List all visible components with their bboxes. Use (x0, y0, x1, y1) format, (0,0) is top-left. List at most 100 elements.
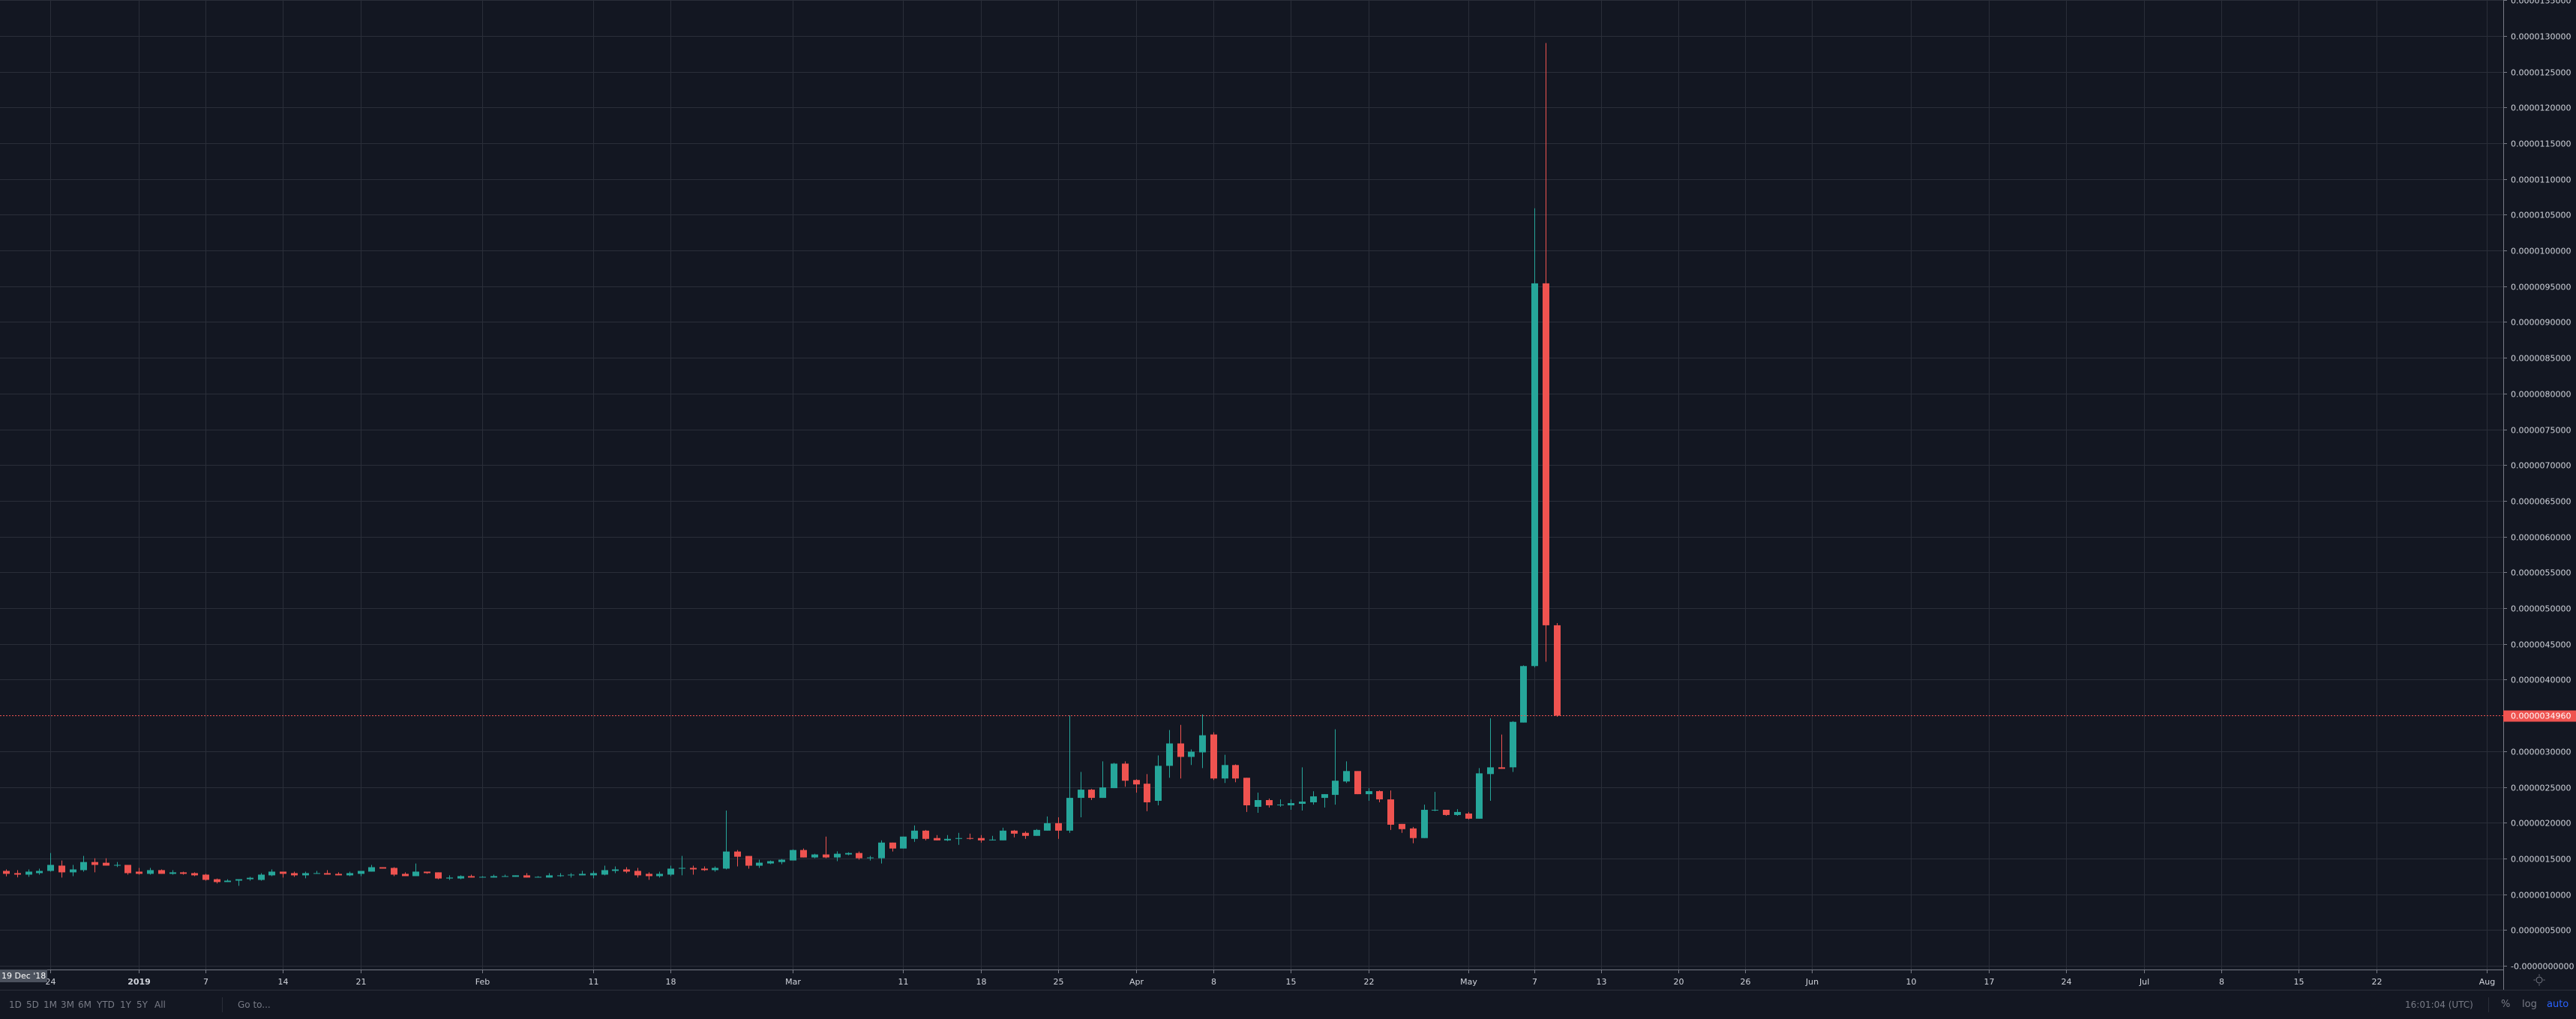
candle (1554, 623, 1561, 718)
candle-body (734, 851, 741, 857)
candle-body (258, 874, 265, 880)
candle-body (302, 873, 309, 876)
candle-body (1432, 810, 1438, 811)
candle-body (989, 839, 996, 841)
candle-body (834, 853, 841, 858)
candle (268, 869, 275, 877)
candle (690, 865, 697, 875)
clock[interactable]: 16:01:04 (UTC) (2405, 1000, 2473, 1010)
candle-body (1454, 811, 1461, 815)
candle (856, 851, 862, 860)
candle-body (1531, 283, 1538, 667)
candle (723, 810, 730, 870)
candle-body (1088, 790, 1095, 799)
time-tick-label: 11 (588, 977, 599, 987)
candle (368, 865, 375, 872)
range-button-3m[interactable]: 3M (61, 1000, 74, 1010)
price-tick-label: 0.0000045000 (2511, 640, 2572, 649)
auto-toggle[interactable]: auto (2547, 999, 2569, 1010)
price-tick-label: 0.0000075000 (2511, 425, 2572, 435)
candle-body (1465, 813, 1472, 819)
time-tick-label: 21 (355, 977, 367, 987)
candle-body (845, 853, 852, 855)
range-button-5y[interactable]: 5Y (136, 1000, 148, 1010)
range-button-6m[interactable]: 6M (78, 1000, 91, 1010)
candle-body (623, 869, 630, 872)
candle-body (723, 851, 730, 869)
candle-body (856, 853, 862, 859)
candle (878, 840, 885, 864)
candle (1288, 799, 1294, 811)
candle (955, 832, 962, 845)
candle-body (922, 830, 929, 839)
candle-body (346, 873, 353, 876)
goto-button[interactable]: Go to... (238, 1000, 271, 1010)
candle-body (878, 842, 885, 859)
candle-body (745, 856, 752, 866)
candle-body (1310, 796, 1317, 803)
candle (1111, 763, 1117, 789)
candle (823, 836, 829, 859)
candle (756, 859, 763, 868)
toolbar-divider (222, 997, 223, 1012)
candle-body (58, 865, 65, 873)
log-toggle[interactable]: log (2522, 999, 2537, 1010)
candle-body (656, 874, 663, 877)
candle (114, 862, 121, 868)
candle-body (701, 868, 708, 871)
candle (58, 860, 65, 878)
candle-body (823, 854, 829, 858)
time-tick-label: Aug (2479, 977, 2496, 987)
candle (1022, 831, 1029, 839)
candle-body (136, 871, 142, 874)
candle (358, 871, 364, 877)
price-tick-label: -0.0000000000 (2511, 961, 2575, 971)
time-tick-label: 24 (45, 977, 56, 987)
candle (646, 872, 652, 880)
candle (1166, 730, 1173, 778)
candle (778, 859, 785, 865)
candle-body (1188, 751, 1195, 757)
candles (3, 43, 1561, 886)
range-button-ytd[interactable]: YTD (97, 1000, 115, 1010)
candle (712, 866, 718, 872)
candle (335, 872, 342, 876)
candle-body (512, 875, 519, 877)
candle (412, 863, 419, 877)
bottom-toolbar: 1D 5D 1M 3M 6M YTD 1Y 5Y All Go to... 16:01:04 (… (0, 990, 2576, 1019)
candle (1099, 761, 1106, 799)
grid (0, 0, 2507, 973)
time-tick-label: 26 (1740, 977, 1751, 987)
sun-icon[interactable] (2533, 974, 2545, 986)
candle (1122, 761, 1129, 787)
time-tick-label: 7 (1532, 977, 1537, 987)
crosshair-date-label: 19 Dec '18 (0, 970, 48, 982)
price-chart[interactable] (0, 0, 2576, 990)
candle-body (402, 874, 409, 877)
candle-body (978, 838, 985, 841)
candle-body (169, 872, 176, 874)
candle (1520, 665, 1527, 723)
price-tick-label: 0.0000040000 (2511, 675, 2572, 685)
candle-body (1066, 798, 1073, 831)
price-tick-label: 0.0000020000 (2511, 818, 2572, 828)
percent-toggle[interactable]: % (2501, 999, 2511, 1010)
range-button-all[interactable]: All (154, 1000, 166, 1010)
range-button-1d[interactable]: 1D (9, 1000, 22, 1010)
candle (136, 868, 142, 875)
candle-body (778, 859, 785, 862)
candle-body (811, 854, 818, 858)
range-button-5d[interactable]: 5D (26, 1000, 39, 1010)
candle (224, 879, 231, 883)
range-button-1y[interactable]: 1Y (120, 1000, 131, 1010)
range-button-1m[interactable]: 1M (43, 1000, 57, 1010)
candle-body (1366, 791, 1372, 795)
time-tick-label: 25 (1053, 977, 1064, 987)
candle-body (1044, 823, 1051, 831)
candle-body (1210, 734, 1217, 779)
candle-body (1011, 830, 1018, 834)
candle-body (235, 879, 242, 881)
candle (944, 835, 951, 841)
candle-body (91, 862, 98, 865)
time-tick-label: 18 (976, 977, 987, 987)
